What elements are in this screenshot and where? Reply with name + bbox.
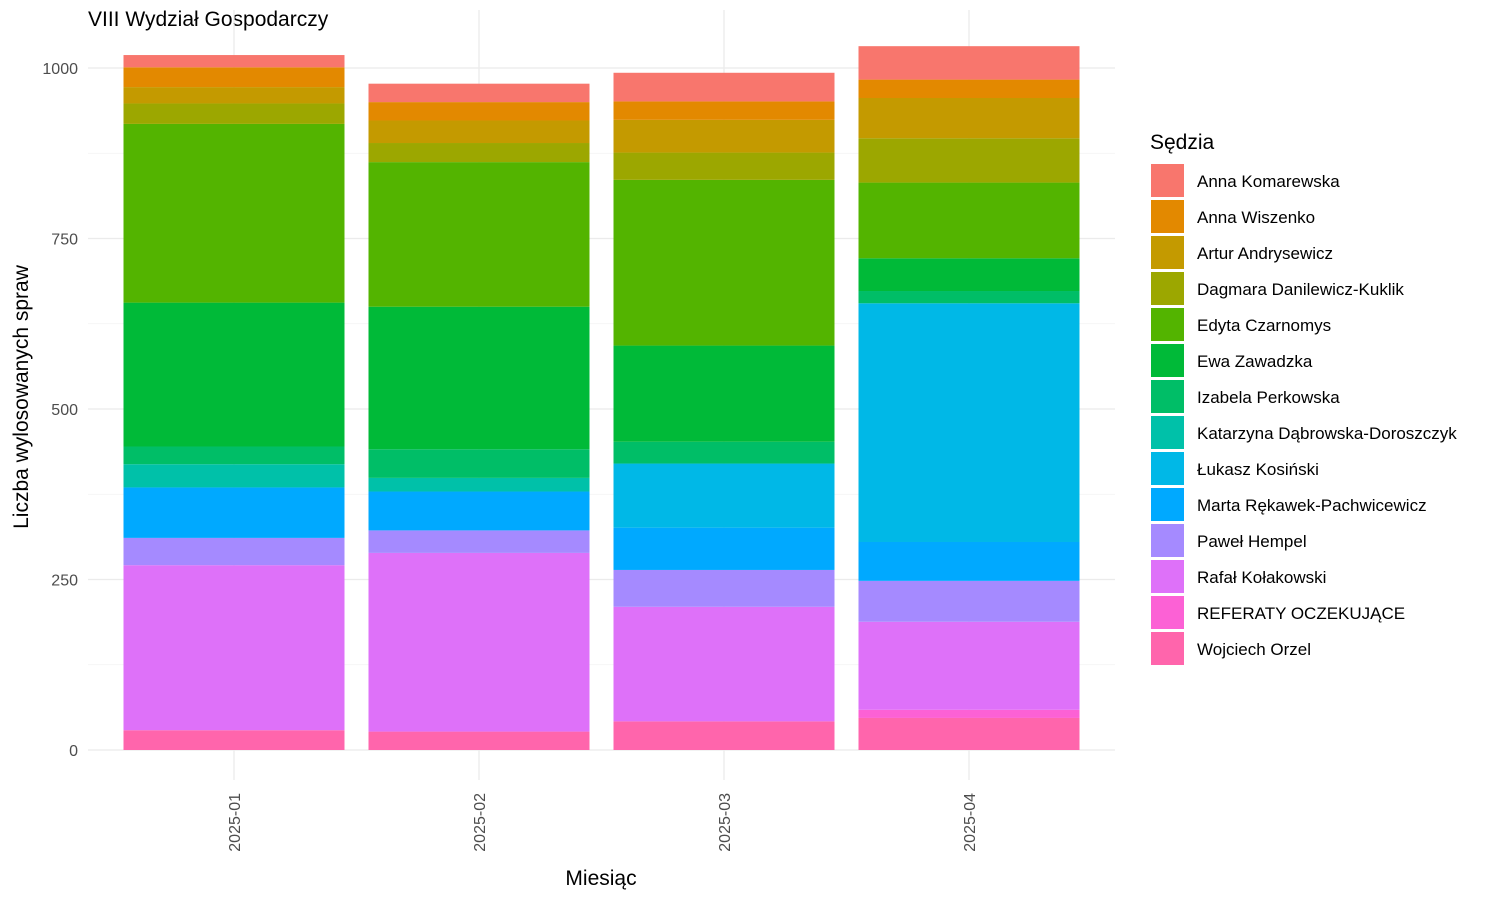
y-tick-label: 1000 xyxy=(42,61,78,78)
bar-segment xyxy=(613,72,835,102)
bar-segment xyxy=(858,79,1080,99)
legend-swatch xyxy=(1151,488,1184,521)
bar-segment xyxy=(613,179,835,346)
bar-segment xyxy=(123,302,345,447)
legend-label: Rafał Kołakowski xyxy=(1197,568,1326,587)
bar-segment xyxy=(123,446,345,465)
x-tick-label: 2025-01 xyxy=(227,793,244,852)
y-tick-label: 750 xyxy=(51,232,78,249)
bar-segment xyxy=(368,162,590,307)
legend-title: Sędzia xyxy=(1150,131,1215,154)
bar-segment xyxy=(858,541,1080,581)
legend-label: Edyta Czarnomys xyxy=(1197,316,1331,335)
bar-segment xyxy=(613,101,835,120)
x-tick-label: 2025-03 xyxy=(717,793,734,852)
bar-segment xyxy=(613,569,835,607)
legend-label: Łukasz Kosiński xyxy=(1197,460,1319,479)
legend-swatch xyxy=(1151,416,1184,449)
bar-segment xyxy=(123,67,345,88)
bar-segment xyxy=(368,143,590,163)
bar-segment xyxy=(858,709,1080,718)
bar-segment xyxy=(368,530,590,553)
bar-segment xyxy=(123,487,345,538)
bar-segment xyxy=(858,258,1080,292)
legend-swatch xyxy=(1151,524,1184,557)
legend-swatch xyxy=(1151,164,1184,197)
legend-swatch xyxy=(1151,272,1184,305)
bar-segment xyxy=(368,102,590,121)
x-tick-label: 2025-02 xyxy=(472,793,489,852)
legend-swatch xyxy=(1151,560,1184,593)
legend-label: Ewa Zawadzka xyxy=(1197,352,1313,371)
bar-segment xyxy=(858,182,1080,259)
bar-segment xyxy=(613,606,835,722)
bar-segment xyxy=(123,565,345,731)
legend-label: Katarzyna Dąbrowska-Doroszczyk xyxy=(1197,424,1457,443)
bar-segment xyxy=(613,463,835,528)
bar-segment xyxy=(368,731,590,750)
legend-swatch xyxy=(1151,452,1184,485)
bar-segment xyxy=(368,491,590,531)
x-axis-title: Miesiąc xyxy=(565,867,636,890)
legend-label: Izabela Perkowska xyxy=(1197,388,1340,407)
bar-segment xyxy=(858,46,1080,80)
legend-label: Dagmara Danilewicz-Kuklik xyxy=(1197,280,1404,299)
legend-label: Marta Rękawek-Pachwicewicz xyxy=(1197,496,1427,515)
bar-segment xyxy=(613,345,835,442)
bar-segment xyxy=(858,303,1080,542)
bar-segment xyxy=(858,98,1080,139)
x-axis: 2025-01 2025-02 2025-03 2025-04 xyxy=(227,793,979,852)
legend-swatch xyxy=(1151,596,1184,629)
legend-swatch xyxy=(1151,200,1184,233)
legend-swatch xyxy=(1151,308,1184,341)
y-tick-label: 500 xyxy=(51,402,78,419)
bar-segment xyxy=(123,103,345,124)
bar-segment xyxy=(858,621,1080,710)
bar-segment xyxy=(368,449,590,478)
bar-segment xyxy=(123,537,345,566)
legend-swatch xyxy=(1151,344,1184,377)
bar-segment xyxy=(123,123,345,303)
bar-segment xyxy=(858,580,1080,622)
y-tick-label: 250 xyxy=(51,573,78,590)
legend-swatch xyxy=(1151,632,1184,665)
bar-segment xyxy=(123,55,345,68)
bar-segment xyxy=(368,306,590,450)
bar-segment xyxy=(858,291,1080,304)
legend-swatch xyxy=(1151,380,1184,413)
legend-label: Wojciech Orzel xyxy=(1197,640,1311,659)
bars xyxy=(123,46,1080,750)
legend-label: REFERATY OCZEKUJĄCE xyxy=(1197,604,1405,623)
bar-segment xyxy=(613,527,835,570)
y-axis-title: Liczba wylosowanych spraw xyxy=(10,264,33,529)
bar-segment xyxy=(368,83,590,103)
bar-segment xyxy=(123,464,345,488)
legend-label: Paweł Hempel xyxy=(1197,532,1307,551)
legend-label: Anna Wiszenko xyxy=(1197,208,1315,227)
bar-segment xyxy=(368,120,590,144)
bar-segment xyxy=(123,87,345,104)
chart-title: VIII Wydział Gospodarczy xyxy=(88,8,329,31)
bar-segment xyxy=(858,717,1080,750)
y-tick-label: 0 xyxy=(69,743,78,760)
bar-segment xyxy=(613,152,835,180)
legend-label: Anna Komarewska xyxy=(1197,172,1340,191)
bar-segment xyxy=(368,477,590,492)
bar-segment xyxy=(613,119,835,153)
legend: Sędzia Anna Komarewska Anna Wiszenko Artur… xyxy=(1150,131,1457,665)
x-tick-label: 2025-04 xyxy=(962,793,979,852)
legend-label: Artur Andrysewicz xyxy=(1197,244,1333,263)
bar-segment xyxy=(368,552,590,732)
y-axis: 0 250 500 750 1000 xyxy=(42,61,78,760)
bar-segment xyxy=(123,730,345,750)
bar-segment xyxy=(858,138,1080,183)
bar-segment xyxy=(613,721,835,750)
bar-segment xyxy=(613,441,835,464)
legend-swatch xyxy=(1151,236,1184,269)
